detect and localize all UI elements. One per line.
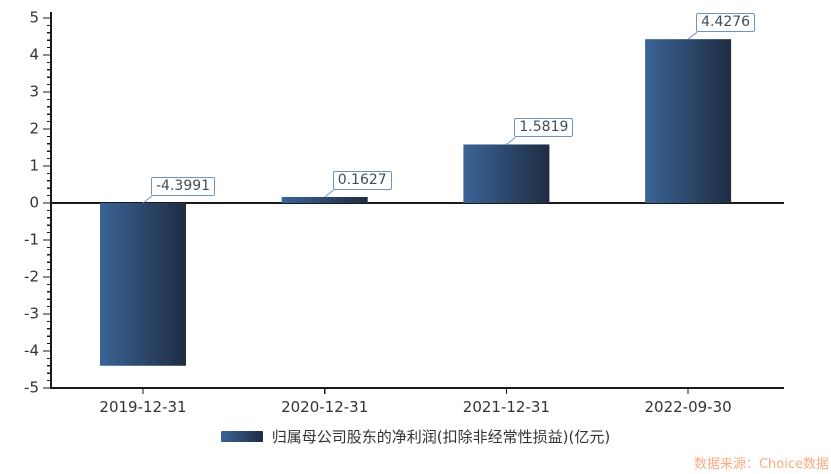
bar-2020-12-31[interactable] [281, 196, 368, 203]
y-axis-tick-label: 3 [29, 82, 39, 101]
y-axis-tick-label: -4 [24, 341, 39, 360]
y-axis-tick-label: 4 [29, 45, 39, 64]
bar-2019-12-31[interactable] [100, 203, 186, 366]
label-leader-lines [142, 31, 698, 204]
y-axis-tick-label: -3 [24, 304, 39, 323]
x-axis-category-label: 2020-12-31 [281, 398, 369, 416]
bar-2021-12-31[interactable] [463, 144, 550, 203]
bar-value-label: 4.4276 [696, 13, 756, 33]
legend-swatch [220, 430, 263, 442]
x-axis-category-label: 2022-09-30 [644, 398, 732, 416]
bars [100, 39, 732, 366]
y-axis-tick-label: -1 [24, 230, 39, 249]
y-axis-tick-label: 0 [29, 193, 39, 212]
legend-item[interactable]: 归属母公司股东的净利润(扣除非经常性损益)(亿元) [0, 426, 831, 446]
bar-2022-09-30[interactable] [645, 39, 732, 203]
y-axis-tick-label: 5 [29, 8, 39, 27]
y-axis-tick-label: 2 [29, 119, 39, 138]
y-axis-tick-label: 1 [29, 156, 39, 175]
legend-label: 归属母公司股东的净利润(扣除非经常性损益)(亿元) [271, 427, 611, 446]
bar-value-label: 1.5819 [514, 118, 574, 138]
data-source-label: 数据来源：Choice数据 [693, 457, 829, 472]
bar-value-label: 0.1627 [332, 170, 392, 190]
y-axis-tick-label: -5 [24, 378, 39, 397]
bar-value-label: -4.3991 [151, 177, 216, 196]
x-axis-category-label: 2019-12-31 [99, 398, 187, 416]
y-axis-tick-label: -2 [24, 267, 39, 286]
x-axis-category-label: 2021-12-31 [462, 398, 550, 416]
